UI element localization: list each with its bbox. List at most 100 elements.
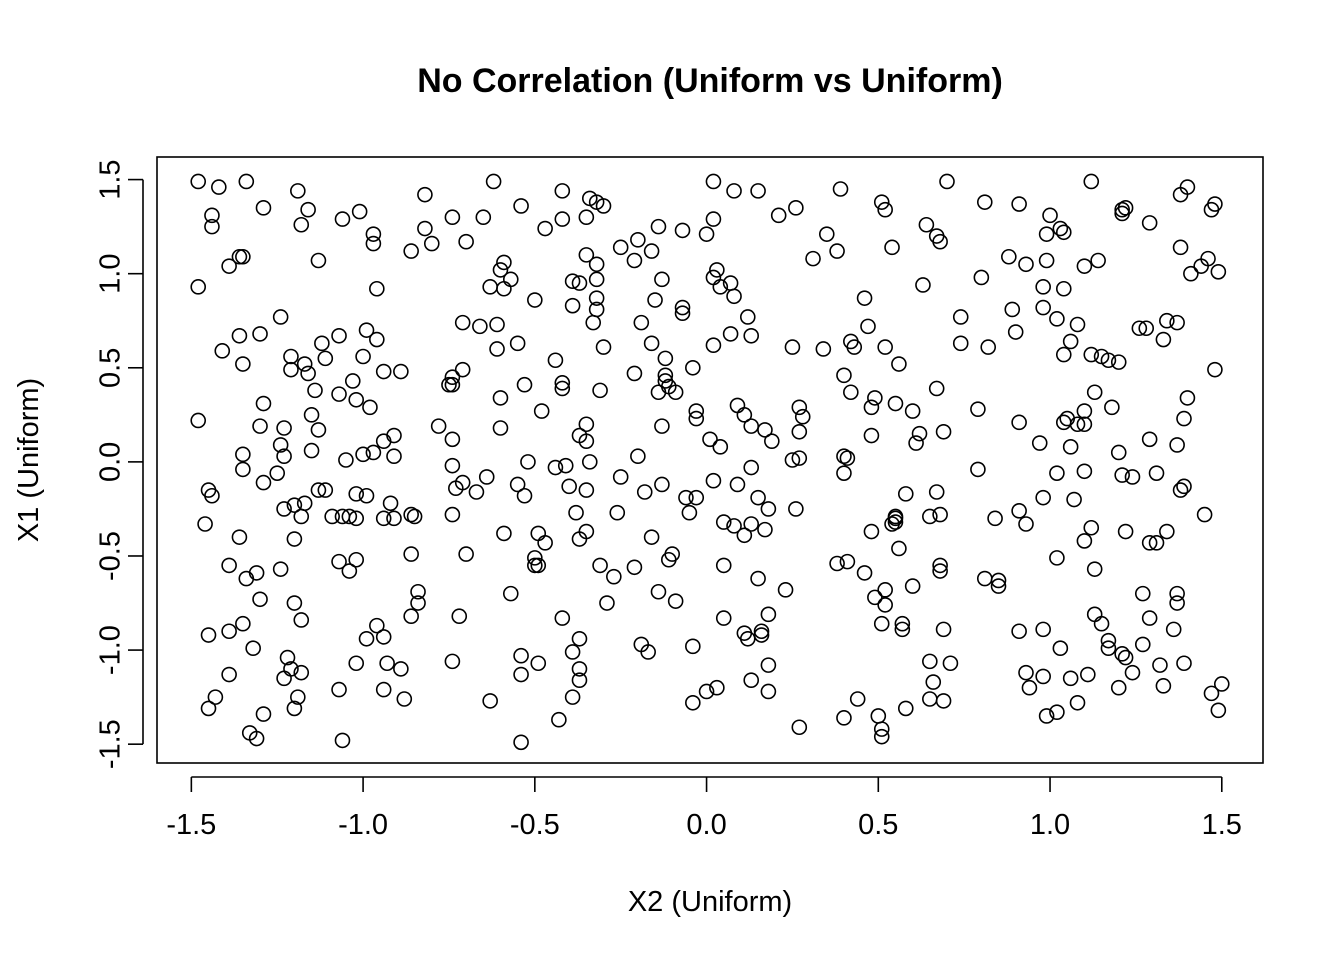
data-point xyxy=(739,309,756,325)
data-point xyxy=(681,504,698,521)
data-point xyxy=(564,689,581,705)
data-point xyxy=(334,211,351,227)
data-point xyxy=(1210,264,1227,280)
data-point xyxy=(908,435,924,451)
data-point xyxy=(358,487,375,504)
data-point xyxy=(351,203,368,220)
data-point xyxy=(272,309,289,325)
data-point xyxy=(952,335,969,352)
data-point xyxy=(1083,173,1100,190)
data-point xyxy=(667,593,684,609)
x-axis-label: X2 (Uniform) xyxy=(628,886,792,918)
x-tick-label: 0.0 xyxy=(686,809,726,841)
data-point xyxy=(571,630,588,647)
data-point xyxy=(235,615,251,632)
x-tick-label: 1.0 xyxy=(1030,809,1070,841)
data-point xyxy=(410,583,426,600)
data-point xyxy=(444,369,461,385)
data-point xyxy=(1172,239,1189,256)
data-point xyxy=(310,422,327,438)
data-point xyxy=(386,427,402,444)
data-point xyxy=(976,570,993,587)
y-tick-label: 0.0 xyxy=(95,442,127,482)
data-point xyxy=(255,395,272,412)
data-point xyxy=(1141,535,1158,551)
data-point xyxy=(1100,352,1117,369)
data-point xyxy=(1152,657,1168,673)
data-point xyxy=(454,474,471,491)
x-tick-label: 0.5 xyxy=(858,809,898,841)
data-point xyxy=(530,525,547,542)
data-point xyxy=(1066,491,1082,508)
data-point xyxy=(403,546,419,562)
data-point xyxy=(1049,311,1065,327)
data-point xyxy=(839,553,856,570)
data-point xyxy=(578,247,595,263)
data-point xyxy=(1155,331,1172,348)
data-point xyxy=(705,472,722,489)
data-point xyxy=(489,316,505,333)
data-point xyxy=(568,504,584,521)
data-point xyxy=(293,216,310,233)
data-point xyxy=(815,341,832,357)
data-point xyxy=(248,565,265,581)
data-point xyxy=(729,476,746,493)
data-point xyxy=(276,501,292,517)
data-point xyxy=(942,655,959,672)
data-point xyxy=(1059,410,1076,427)
data-point xyxy=(705,173,722,190)
data-point xyxy=(1052,640,1069,656)
data-point xyxy=(403,608,419,625)
data-point xyxy=(630,232,646,248)
data-point xyxy=(348,551,365,568)
data-point xyxy=(685,638,701,655)
data-point xyxy=(990,572,1007,589)
data-point xyxy=(1134,585,1151,602)
data-point xyxy=(235,356,251,372)
data-point xyxy=(863,523,880,540)
data-point xyxy=(581,454,598,470)
data-point xyxy=(1035,489,1051,506)
plot-frame xyxy=(156,156,1264,764)
data-point xyxy=(1159,312,1175,329)
data-point xyxy=(832,181,849,197)
data-point xyxy=(492,390,509,406)
data-point xyxy=(894,621,911,638)
data-point xyxy=(554,380,571,397)
data-point xyxy=(1183,265,1199,282)
data-point xyxy=(348,391,365,408)
data-point xyxy=(276,670,292,687)
data-point xyxy=(554,211,571,227)
data-point xyxy=(235,248,251,265)
y-tick-label: -1.0 xyxy=(95,625,127,675)
data-point xyxy=(715,610,732,626)
data-point xyxy=(915,277,931,293)
data-point xyxy=(626,365,643,382)
data-point xyxy=(1155,678,1172,694)
data-point xyxy=(1176,655,1192,672)
data-point xyxy=(726,518,742,534)
data-point xyxy=(1004,301,1021,318)
data-point xyxy=(564,273,581,290)
data-point xyxy=(1165,621,1182,638)
data-point xyxy=(1114,467,1130,483)
data-point xyxy=(805,250,821,267)
data-point xyxy=(1213,676,1230,692)
data-point xyxy=(1062,333,1079,350)
data-point xyxy=(709,679,725,696)
data-point xyxy=(750,183,766,199)
data-point xyxy=(272,437,289,453)
data-point xyxy=(884,516,900,532)
data-point xyxy=(527,550,543,566)
data-point xyxy=(791,423,808,440)
data-point xyxy=(286,497,303,513)
data-point xyxy=(1148,535,1165,551)
data-point xyxy=(760,606,777,623)
data-point xyxy=(561,478,577,495)
data-point xyxy=(592,557,608,574)
data-point xyxy=(894,615,911,632)
data-point xyxy=(286,595,303,611)
data-point xyxy=(705,211,722,227)
data-point xyxy=(417,220,433,237)
data-point xyxy=(190,279,207,295)
